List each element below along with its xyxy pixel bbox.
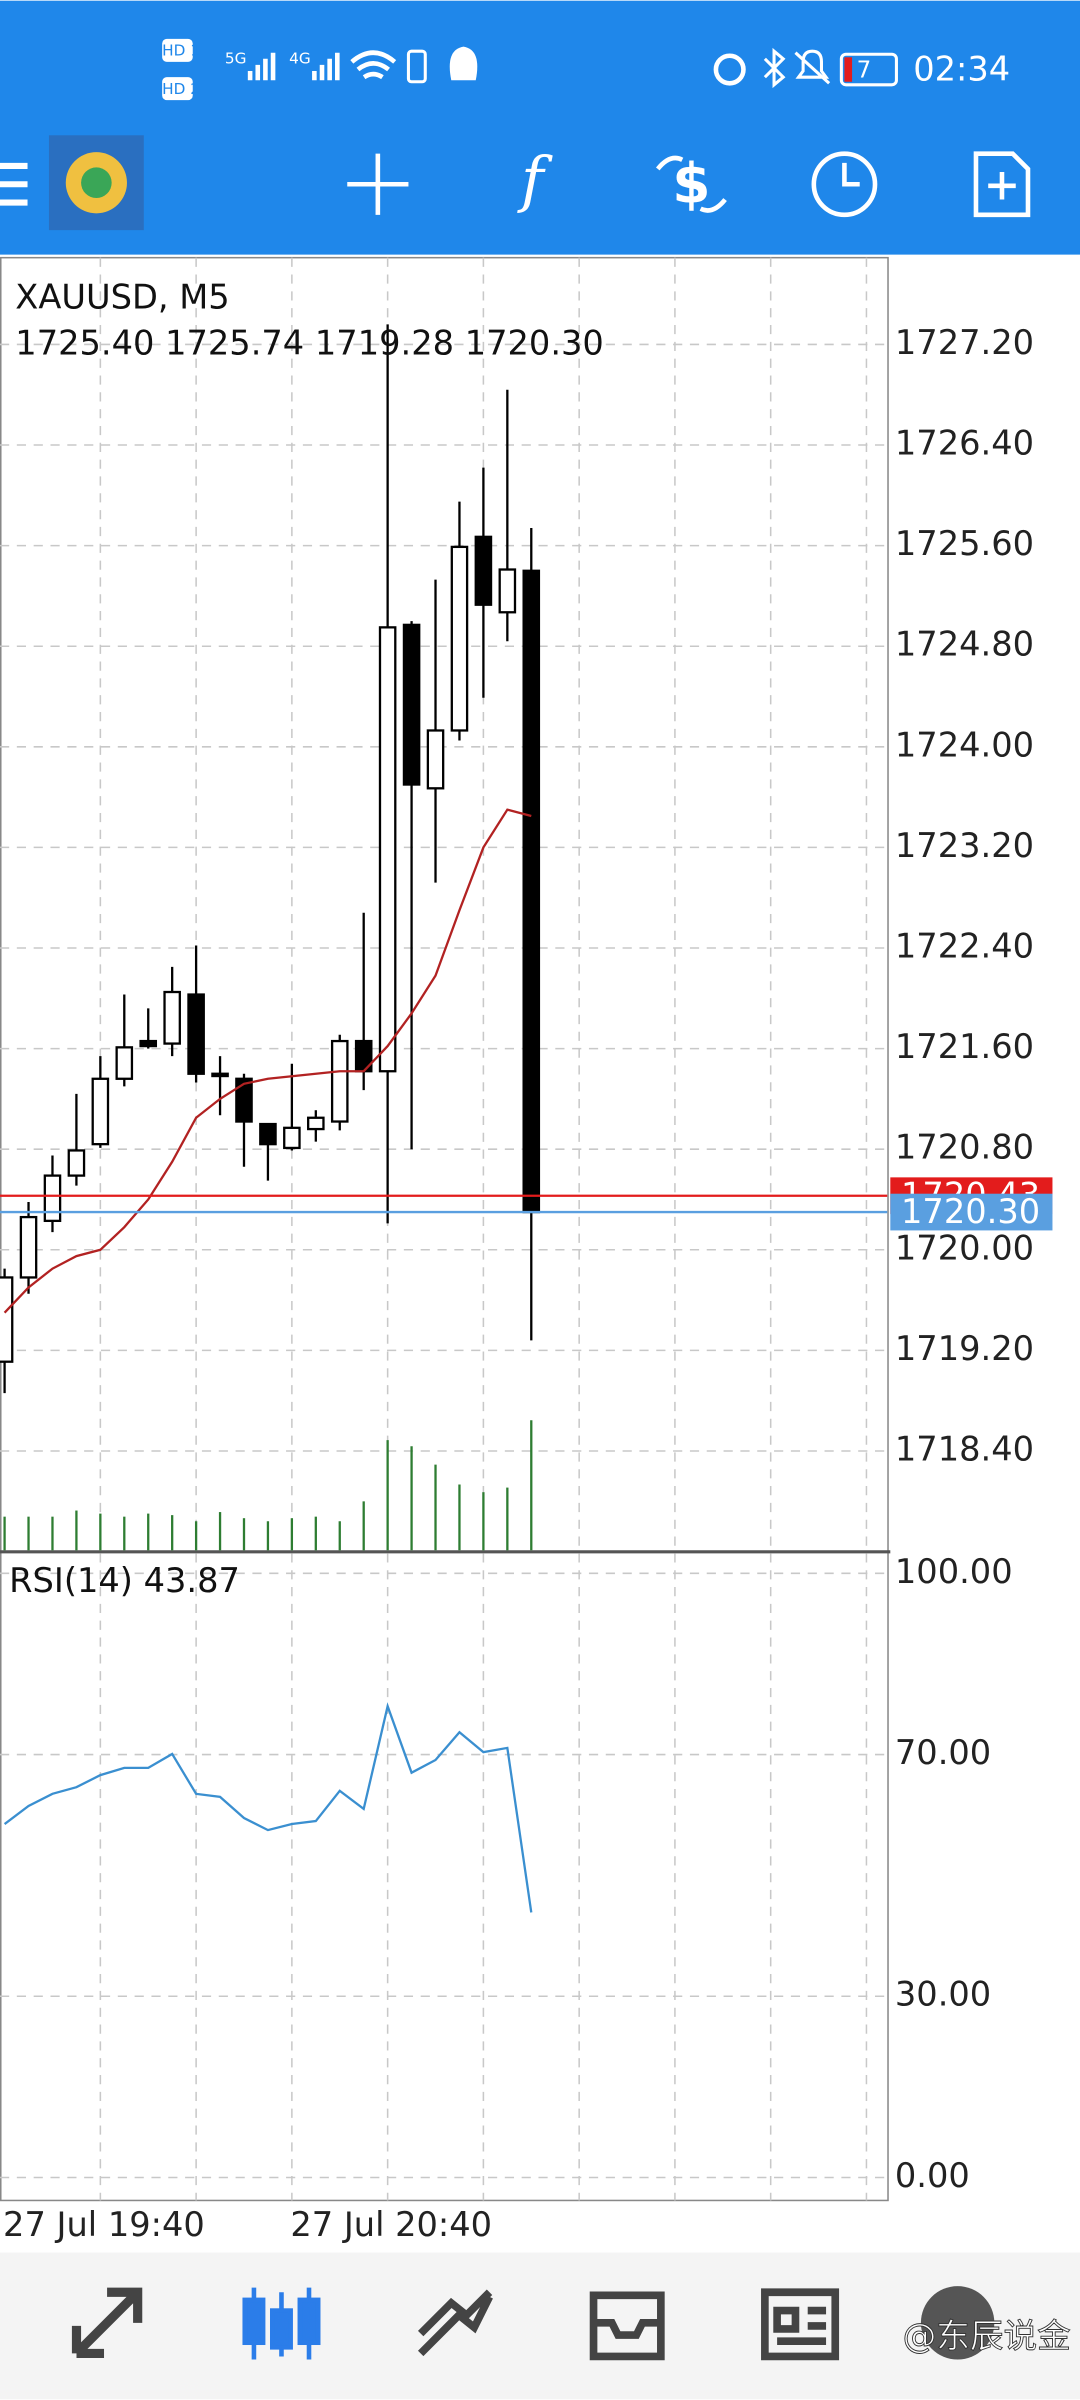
chart-frame [0, 256, 889, 2202]
candle-body [211, 1072, 229, 1078]
candle-body [474, 535, 493, 606]
logo-shape [81, 167, 112, 199]
candle-body [115, 1046, 134, 1080]
quotes-tab[interactable] [71, 2287, 143, 2359]
rsi-line [3, 1702, 533, 1913]
candle-body [402, 623, 421, 786]
price-label-bg [890, 1193, 1053, 1231]
y-tick-label: 1720.80 [895, 1128, 1034, 1167]
y-tick-label: 1720.00 [895, 1228, 1034, 1267]
x-tick-label: 27 Jul 20:40 [290, 2205, 492, 2244]
candle-body [67, 1149, 86, 1177]
candle-body [43, 1174, 62, 1223]
candle-body [139, 1039, 158, 1048]
candle-body [91, 1077, 110, 1146]
y-tick-label: 1725.60 [895, 524, 1034, 563]
menu-button[interactable] [0, 162, 28, 206]
candle-body [307, 1116, 325, 1131]
candle-body [0, 1276, 14, 1363]
battery-text: 7 [857, 58, 872, 84]
hd-badge [162, 38, 193, 62]
y-tick-label: 100.00 [895, 1552, 1013, 1591]
clock-hands [842, 162, 860, 187]
trade-tab[interactable] [417, 2289, 493, 2357]
grid [0, 257, 888, 2201]
y-tick-label: 1718.40 [895, 1429, 1034, 1468]
hd-badge [162, 77, 193, 101]
history-tab[interactable] [589, 2291, 665, 2361]
top-bar [0, 0, 1080, 255]
net1: 5G [225, 49, 247, 67]
plus-icon [988, 172, 1016, 200]
y-tick-label: 70.00 [895, 1733, 991, 1772]
y-tick-label: 1724.80 [895, 625, 1034, 664]
app-icon [449, 46, 478, 81]
wifi-icon [350, 50, 397, 80]
alarm-icon [713, 53, 746, 86]
candle-body [426, 729, 445, 790]
candle-body [498, 568, 517, 614]
mute-icon [794, 49, 831, 85]
candle-body [378, 626, 397, 1073]
chart-tab[interactable] [242, 2287, 321, 2360]
watermark: @东辰说金 [903, 2317, 1071, 2356]
y-tick-label: 1727.20 [895, 323, 1034, 362]
price-label: 1720.30 [901, 1192, 1040, 1231]
news-tab[interactable] [761, 2288, 840, 2361]
trade-button[interactable]: $ [672, 151, 710, 215]
x-tick-label: 27 Jul 19:40 [3, 2205, 205, 2244]
y-tick-label: 0.00 [895, 2156, 970, 2195]
plot: 1727.20 1726.40 1725.60 1724.80 1724.00 1723.… [0, 323, 1053, 2244]
candle-body [283, 1126, 301, 1150]
bluetooth-icon [763, 47, 786, 89]
net2: 4G [289, 49, 311, 67]
candle-body [187, 993, 205, 1075]
candle-body [330, 1039, 349, 1123]
candle-body [19, 1215, 38, 1279]
battery-level [844, 57, 853, 82]
bottom-nav [0, 2252, 1080, 2400]
template-button[interactable] [973, 151, 1031, 218]
sim2: HD 2 [162, 80, 200, 98]
candle-body [163, 990, 181, 1045]
candle-body [259, 1122, 277, 1146]
y-tick-label: 1726.40 [895, 424, 1034, 463]
period-button[interactable] [811, 151, 878, 218]
messages-tab[interactable] [920, 2286, 995, 2360]
chart-title: XAUUSD, M5 [15, 277, 229, 316]
candle-body [522, 569, 541, 1214]
y-tick-label: 1722.40 [895, 927, 1034, 966]
crosshair-button[interactable] [347, 153, 409, 215]
y-tick-label: 1721.60 [895, 1027, 1034, 1066]
y-tick-label: 30.00 [895, 1975, 991, 2014]
rsi-title: RSI(14) 43.87 [9, 1561, 240, 1600]
trade-arrows [655, 155, 727, 213]
candle-body [235, 1077, 253, 1123]
moving-average [3, 808, 532, 1314]
signal-icon [312, 52, 340, 81]
clock: 02:34 [913, 50, 1010, 89]
signal-icon [247, 52, 276, 81]
battery-icon [839, 52, 898, 87]
y-tick-label: 1719.20 [895, 1329, 1034, 1368]
y-tick-label: 1723.20 [895, 826, 1034, 865]
candle-body [450, 545, 469, 732]
sim1: HD 1 [162, 42, 200, 60]
ohlc-header: 1725.40 1725.74 1719.28 1720.30 [15, 323, 604, 362]
sim-icon [406, 49, 427, 84]
y-tick-label: 1724.00 [895, 725, 1034, 764]
